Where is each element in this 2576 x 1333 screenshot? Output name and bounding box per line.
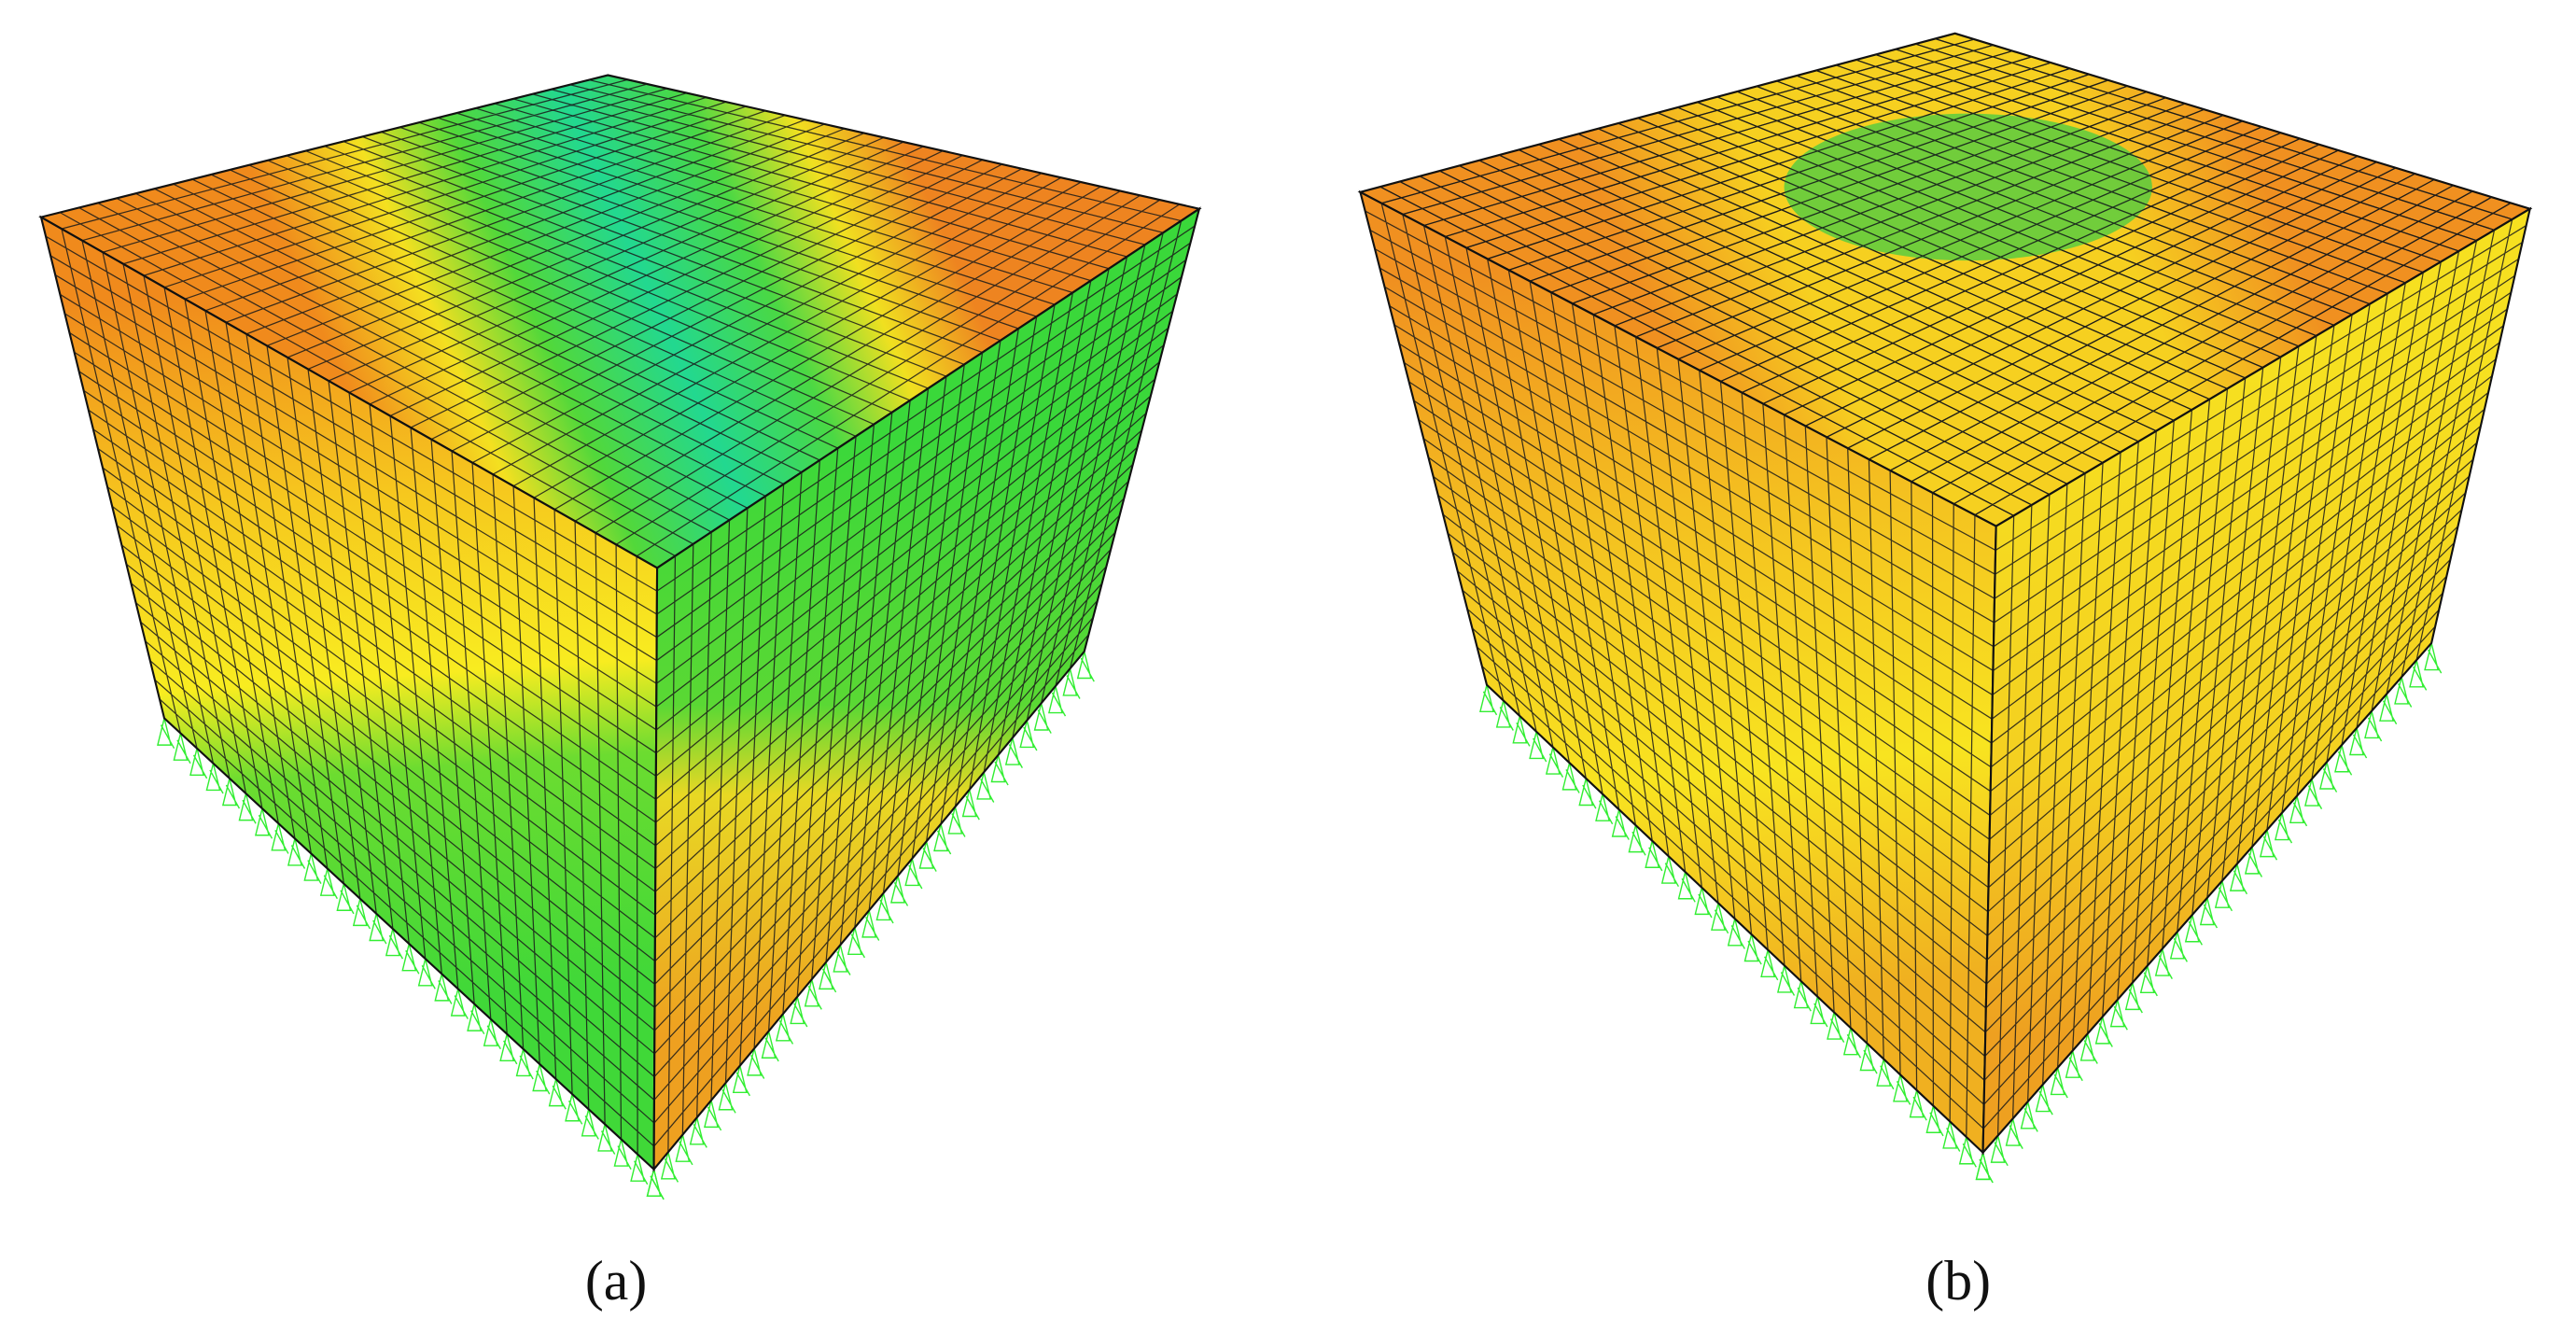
mesh-layer: [38, 32, 2533, 1200]
panel-label: (a): [585, 1250, 647, 1313]
mesh-lines: [1982, 218, 2527, 1136]
support: [157, 718, 665, 1200]
support: [1975, 642, 2443, 1184]
mesh-face: [652, 206, 1201, 1172]
mesh-lines: [653, 220, 1196, 1153]
mesh-lines: [45, 229, 658, 1155]
panel-label: (b): [1925, 1250, 1991, 1313]
mesh-lines: [59, 78, 1182, 557]
support: [646, 651, 1095, 1200]
mesh-lines: [1379, 37, 2513, 516]
support: [1479, 684, 1994, 1184]
mesh-lines: [1365, 203, 1996, 1138]
